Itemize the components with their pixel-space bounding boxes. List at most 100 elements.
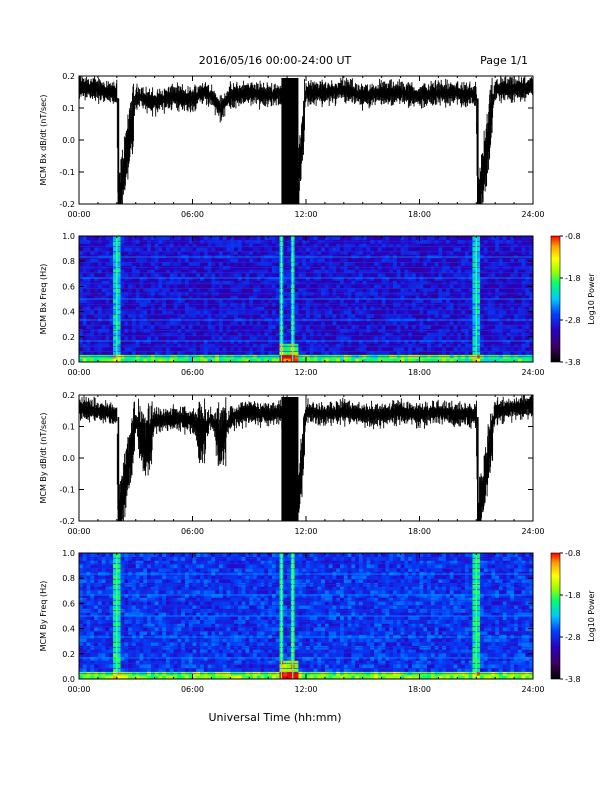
spectrogram-cell — [313, 350, 318, 355]
spectrogram-cell — [317, 284, 322, 289]
spectrogram-cell — [215, 247, 220, 252]
spectrogram-cell — [381, 306, 386, 311]
spectrogram-cell — [79, 280, 84, 285]
spectrogram-cell — [408, 306, 413, 311]
spectrogram-cell — [430, 302, 435, 307]
spectrogram-cell — [211, 273, 216, 278]
spectrogram-cell — [101, 250, 106, 255]
spectrogram-cell — [393, 317, 398, 322]
spectrogram-cell — [184, 336, 190, 341]
spectrogram-cell — [234, 273, 239, 278]
spectrogram-cell — [324, 358, 329, 363]
spectrogram-cell — [124, 358, 129, 363]
spectrogram-cell — [287, 280, 292, 285]
spectrogram-cell — [358, 239, 364, 244]
spectrogram-cell — [256, 321, 261, 326]
spectrogram-cell — [82, 660, 87, 665]
spectrogram-cell — [139, 590, 144, 595]
spectrogram-cell — [464, 321, 469, 326]
spectrogram-cell — [97, 343, 102, 348]
spectrogram-cell — [113, 347, 118, 352]
spectrogram-cell — [521, 295, 526, 300]
spectrogram-cell — [464, 254, 469, 259]
spectrogram-cell — [347, 310, 352, 315]
spectrogram-cell — [237, 284, 242, 289]
spectrogram-cell — [256, 273, 261, 278]
spectrogram-cell — [241, 243, 246, 248]
spectrogram-cell — [480, 247, 485, 252]
spectrogram-cell — [109, 553, 114, 558]
spectrogram-cell — [374, 254, 379, 259]
spectrogram-cell — [128, 321, 133, 326]
spectrogram-cell — [374, 306, 379, 311]
spectrogram-cell — [196, 347, 201, 352]
spectrogram-cell — [385, 343, 390, 348]
spectrogram-cell — [385, 236, 390, 241]
spectrogram-cell — [461, 287, 466, 292]
panel-1-axes: 00:00 06:00 12:00 18:00 24:00-0.2-0.10.00.10… — [39, 72, 545, 219]
spectrogram-cell — [449, 306, 454, 311]
spectrogram-cell — [90, 306, 95, 311]
spectrogram-cell — [116, 660, 121, 665]
spectrogram-cell — [124, 269, 129, 274]
spectrogram-cell — [324, 313, 329, 318]
spectrogram-cell — [196, 280, 201, 285]
spectrogram-cell — [90, 273, 95, 278]
spectrogram-cell — [321, 336, 326, 341]
spectrogram-cell — [498, 358, 504, 363]
spectrogram-cell — [105, 280, 110, 285]
spectrogram-cell — [347, 287, 352, 292]
spectrogram-cell — [347, 250, 352, 255]
spectrogram-cell — [464, 306, 469, 311]
spectrogram-cell — [283, 247, 288, 252]
spectrogram-cell — [298, 317, 303, 322]
spectrogram-cell — [109, 332, 114, 337]
spectrogram-cell — [324, 239, 329, 244]
spectrogram-cell — [408, 339, 413, 344]
spectrogram-cell — [135, 667, 140, 672]
spectrogram-cell — [362, 261, 367, 266]
spectrogram-cell — [94, 575, 99, 580]
spectrogram-cell — [396, 250, 401, 255]
spectrogram-cell — [207, 336, 212, 341]
spectrogram-cell — [124, 250, 129, 255]
spectrogram-cell — [162, 236, 167, 241]
spectrogram-cell — [411, 306, 417, 311]
spectrogram-cell — [184, 250, 190, 255]
spectrogram-cell — [434, 350, 439, 355]
spectrogram-cell — [427, 236, 432, 241]
spectrogram-cell — [275, 299, 280, 304]
spectrogram-cell — [377, 310, 382, 315]
spectrogram-cell — [90, 564, 95, 569]
spectrogram-cell — [94, 284, 99, 289]
spectrogram-cell — [468, 299, 473, 304]
spectrogram-cell — [147, 261, 152, 266]
spectrogram-cell — [120, 601, 125, 606]
x-tick-label: 06:00 — [181, 527, 204, 536]
spectrogram-cell — [249, 236, 254, 241]
spectrogram-cell — [245, 258, 250, 263]
spectrogram-cell — [181, 324, 186, 329]
spectrogram-cell — [445, 243, 451, 248]
spectrogram-cell — [506, 273, 511, 278]
spectrogram-cell — [298, 254, 303, 259]
spectrogram-cell — [306, 336, 311, 341]
spectrogram-cell — [218, 276, 224, 281]
spectrogram-cell — [169, 280, 174, 285]
spectrogram-cell — [105, 616, 110, 621]
spectrogram-cell — [135, 258, 140, 263]
spectrogram-cell — [525, 273, 530, 278]
spectrogram-cell — [317, 358, 322, 363]
spectrogram-cell — [358, 339, 364, 344]
spectrogram-cell — [374, 347, 379, 352]
spectrogram-cell — [154, 269, 159, 274]
spectrogram-cell — [256, 343, 261, 348]
spectrogram-cell — [222, 250, 227, 255]
spectrogram-cell — [230, 258, 235, 263]
spectrogram-cell — [309, 299, 314, 304]
spectrogram-cell — [177, 310, 182, 315]
spectrogram-cell — [90, 236, 95, 241]
spectrogram-cell — [502, 321, 507, 326]
spectrogram-cell — [347, 324, 352, 329]
spectrogram-cell — [139, 560, 144, 565]
